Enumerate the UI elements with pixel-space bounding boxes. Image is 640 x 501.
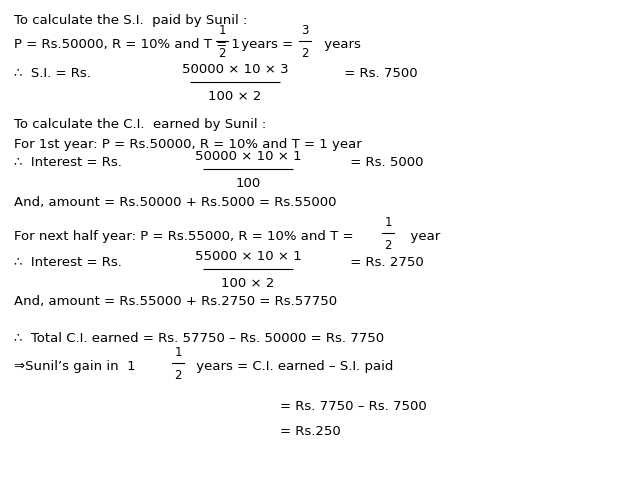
Text: ⇒Sunil’s gain in  1: ⇒Sunil’s gain in 1 [14, 359, 136, 372]
Text: 2: 2 [218, 47, 226, 60]
Text: 1: 1 [174, 345, 182, 358]
Text: 1: 1 [384, 215, 392, 228]
Text: years =: years = [237, 38, 293, 51]
Text: years: years [320, 38, 361, 51]
Text: 2: 2 [384, 238, 392, 252]
Text: And, amount = Rs.55000 + Rs.2750 = Rs.57750: And, amount = Rs.55000 + Rs.2750 = Rs.57… [14, 295, 337, 308]
Text: 2: 2 [301, 47, 308, 60]
Text: years = C.I. earned – S.I. paid: years = C.I. earned – S.I. paid [192, 359, 394, 372]
Text: 100: 100 [236, 177, 260, 189]
Text: P = Rs.50000, R = 10% and T = 1: P = Rs.50000, R = 10% and T = 1 [14, 38, 240, 51]
Text: = Rs. 2750: = Rs. 2750 [346, 256, 424, 269]
Text: 3: 3 [301, 24, 308, 37]
Text: For next half year: P = Rs.55000, R = 10% and T =: For next half year: P = Rs.55000, R = 10… [14, 229, 353, 242]
Text: For 1st year: P = Rs.50000, R = 10% and T = 1 year: For 1st year: P = Rs.50000, R = 10% and … [14, 138, 362, 151]
Text: And, amount = Rs.50000 + Rs.5000 = Rs.55000: And, amount = Rs.50000 + Rs.5000 = Rs.55… [14, 195, 337, 208]
Text: ∴  S.I. = Rs.: ∴ S.I. = Rs. [14, 67, 91, 80]
Text: ∴  Interest = Rs.: ∴ Interest = Rs. [14, 156, 122, 169]
Text: 50000 × 10 × 3: 50000 × 10 × 3 [182, 63, 288, 76]
Text: year: year [402, 229, 440, 242]
Text: ∴  Interest = Rs.: ∴ Interest = Rs. [14, 256, 122, 269]
Text: 100 × 2: 100 × 2 [221, 277, 275, 290]
Text: = Rs. 7750 – Rs. 7500: = Rs. 7750 – Rs. 7500 [280, 399, 427, 412]
Text: 2: 2 [174, 368, 182, 381]
Text: ∴  Total C.I. earned = Rs. 57750 – Rs. 50000 = Rs. 7750: ∴ Total C.I. earned = Rs. 57750 – Rs. 50… [14, 331, 384, 344]
Text: To calculate the S.I.  paid by Sunil :: To calculate the S.I. paid by Sunil : [14, 14, 248, 27]
Text: = Rs. 5000: = Rs. 5000 [346, 156, 424, 169]
Text: 50000 × 10 × 1: 50000 × 10 × 1 [195, 150, 301, 163]
Text: = Rs.250: = Rs.250 [280, 424, 340, 437]
Text: 100 × 2: 100 × 2 [208, 90, 262, 103]
Text: = Rs. 7500: = Rs. 7500 [340, 67, 418, 80]
Text: 55000 × 10 × 1: 55000 × 10 × 1 [195, 249, 301, 263]
Text: 1: 1 [218, 24, 226, 37]
Text: To calculate the C.I.  earned by Sunil :: To calculate the C.I. earned by Sunil : [14, 118, 266, 131]
